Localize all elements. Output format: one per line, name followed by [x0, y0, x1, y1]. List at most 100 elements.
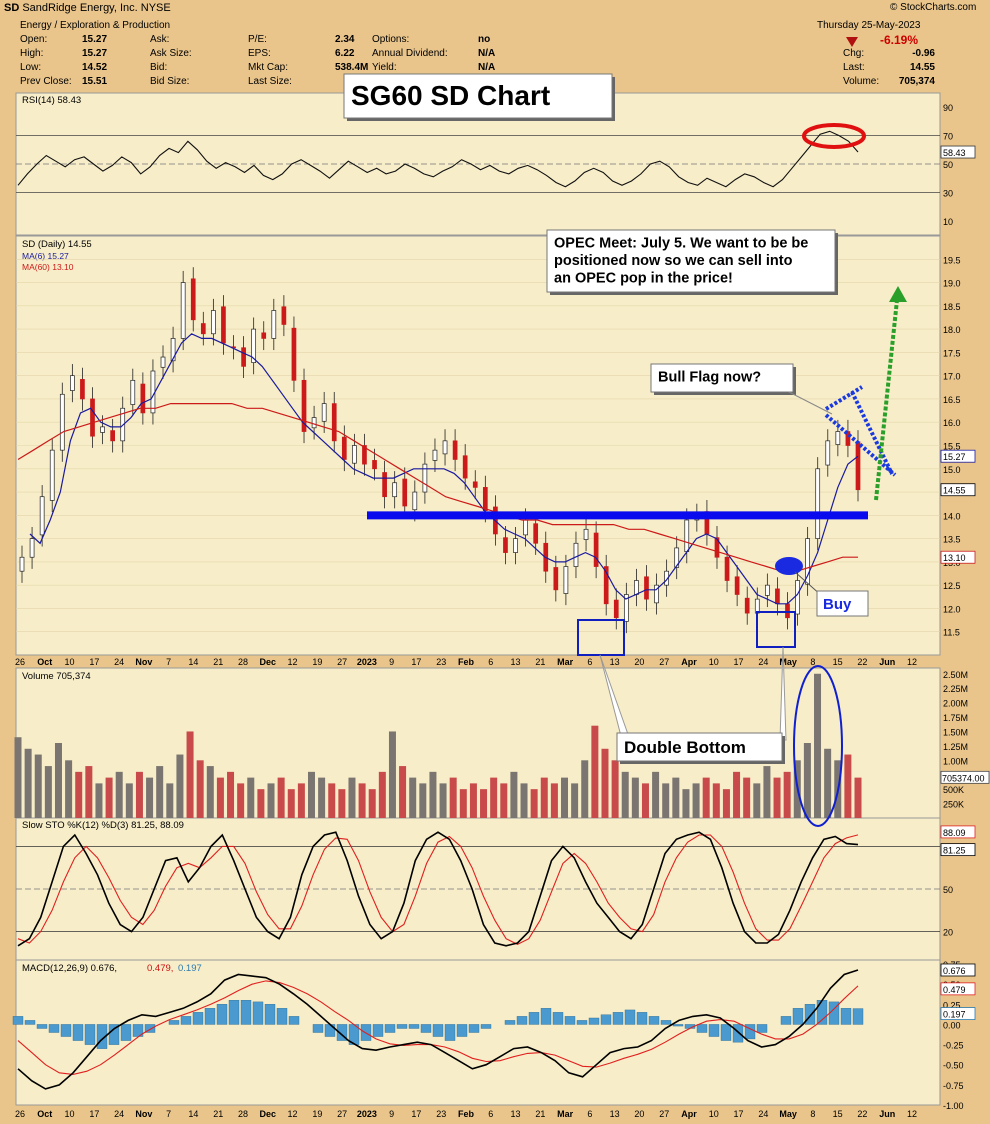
ma6-line: [29, 333, 859, 605]
sto-d-last: 88.09: [943, 828, 966, 838]
candle-body: [392, 482, 398, 498]
volume-bar: [368, 789, 376, 818]
x-axis-label: 28: [238, 657, 248, 667]
volume-bar: [146, 777, 154, 818]
x-axis-label: 9: [389, 1109, 394, 1119]
candle-body: [744, 597, 750, 614]
candle-body: [482, 487, 488, 512]
x-axis-label: 15: [833, 1109, 843, 1119]
x-axis-label: 10: [65, 1109, 75, 1119]
x-axis-label: 12: [288, 657, 298, 667]
x-axis-label: 13: [610, 1109, 620, 1119]
volume-bar: [75, 771, 83, 818]
macd-histogram-bar: [84, 1024, 96, 1045]
macd-histogram-bar: [732, 1024, 744, 1043]
candle-body: [352, 445, 357, 464]
buy-note-box: [816, 590, 869, 617]
macd-tick: -0.25: [943, 1041, 964, 1051]
stat-label: High:: [20, 48, 44, 59]
candle-body: [412, 491, 418, 511]
x-axis-label: 21: [535, 1109, 545, 1119]
x-axis-label: 15: [833, 657, 843, 667]
macd-histogram-bar: [612, 1012, 624, 1025]
candle-body: [90, 398, 95, 437]
stat-value: 15.27: [82, 48, 108, 59]
candle-body: [321, 403, 327, 422]
macd-title-hist: 0.197: [178, 963, 202, 974]
candle-body: [200, 323, 206, 335]
macd-histogram-bar: [672, 1024, 684, 1027]
candle-body: [110, 430, 116, 442]
x-axis-label: Oct: [37, 657, 52, 667]
x-axis-label: Feb: [458, 1109, 475, 1119]
macd-histogram-bar: [216, 1004, 228, 1025]
macd-histogram-bar: [756, 1024, 768, 1033]
macd-histogram-bar: [276, 1008, 288, 1025]
candle-body: [855, 441, 861, 491]
last-value-box: [940, 825, 976, 839]
volume-bar: [14, 737, 22, 818]
volume-bar: [135, 771, 143, 818]
x-axis-label: 24: [114, 657, 124, 667]
volume-bar: [621, 771, 629, 818]
x-axis-label: 19: [312, 657, 322, 667]
x-axis-label: Apr: [681, 657, 697, 667]
x-axis-label: 24: [758, 1109, 768, 1119]
volume-bar: [692, 783, 700, 818]
volume-bar: [176, 754, 184, 818]
volume-bar: [419, 783, 427, 818]
bull-flag-note-box: [650, 363, 794, 393]
macd-histogram-bar: [456, 1024, 468, 1037]
last-value-box: [940, 449, 976, 463]
macd-histogram-bar: [96, 1024, 108, 1049]
volume-bar: [469, 783, 477, 818]
double-bottom-box: [756, 611, 796, 648]
candle-body: [644, 576, 649, 600]
volume-last-box: [940, 770, 990, 784]
last-value-box: [940, 843, 976, 857]
stat-value: no: [478, 34, 491, 45]
stat-value: 538.4M: [335, 62, 369, 73]
volume-bar: [530, 789, 538, 818]
volume-bar: [561, 777, 569, 818]
macd-tick: -0.75: [943, 1081, 964, 1091]
macd-tick: 0.25: [943, 1000, 961, 1010]
candle-body: [795, 580, 800, 615]
candle-body: [553, 567, 559, 591]
x-axis-label: 27: [337, 1109, 347, 1119]
macd-histogram-bar: [660, 1020, 672, 1025]
price-title: SD (Daily) 14.55: [22, 239, 92, 250]
volume-bar: [814, 673, 822, 818]
price-tick: 18.0: [943, 325, 961, 335]
price-tick: 18.5: [943, 302, 961, 312]
sto-tick: 20: [943, 928, 953, 938]
x-axis-label: May: [779, 1109, 797, 1119]
macd-tick: 0.00: [943, 1020, 961, 1030]
macd-histogram-bar: [708, 1024, 720, 1037]
volume-bar: [328, 783, 336, 818]
candle-body: [211, 310, 216, 335]
stat-value: 2.34: [335, 34, 355, 45]
candle-body: [29, 538, 35, 558]
x-axis-label: 10: [709, 657, 719, 667]
stat-label: Bid Size:: [150, 76, 190, 87]
candle-body: [684, 519, 690, 552]
stat-label: Volume:: [843, 76, 880, 87]
x-axis-label: 21: [213, 657, 223, 667]
rsi-tick: 30: [943, 188, 953, 198]
macd-tick: -0.50: [943, 1061, 964, 1071]
candle-body: [724, 556, 730, 581]
x-axis-label: Oct: [37, 1109, 52, 1119]
volume-bar: [166, 783, 174, 818]
candle-body: [372, 460, 377, 470]
candle-body: [513, 538, 518, 553]
volume-bar: [702, 777, 710, 818]
price-tick: 15.5: [943, 442, 961, 452]
stat-value: 14.52: [82, 62, 108, 73]
candle-body: [362, 445, 367, 465]
macd-line: [17, 969, 859, 1090]
volume-bar: [631, 777, 639, 818]
stat-label: Chg:: [843, 48, 865, 59]
price-tick: 14.0: [943, 511, 961, 521]
rsi-highlight-circle: [802, 123, 866, 149]
